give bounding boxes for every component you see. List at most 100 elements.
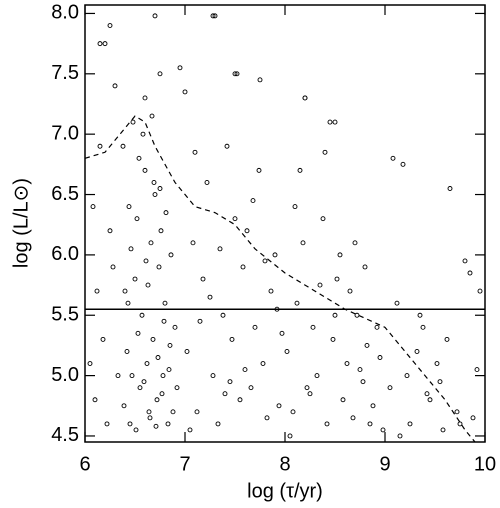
scatter-point xyxy=(187,427,193,433)
scatter-point xyxy=(112,83,118,89)
scatter-point xyxy=(232,71,238,77)
scatter-point xyxy=(350,415,356,421)
scatter-point xyxy=(387,385,393,391)
y-tick-label: 8.0 xyxy=(51,2,79,24)
scatter-point xyxy=(159,391,165,397)
scatter-point xyxy=(129,373,135,379)
scatter-point xyxy=(242,367,248,373)
scatter-point xyxy=(414,349,420,354)
scatter-point xyxy=(327,119,333,125)
scatter-point xyxy=(200,276,206,282)
scatter-point xyxy=(97,41,103,47)
y-tick-label: 5.5 xyxy=(51,304,79,326)
scatter-point xyxy=(107,228,113,234)
scatter-point xyxy=(248,385,254,391)
scatter-point xyxy=(217,246,223,252)
scatter-point xyxy=(104,421,110,427)
scatter-point xyxy=(124,349,130,354)
scatter-point xyxy=(470,415,476,421)
scatter-point xyxy=(165,421,171,427)
scatter-point xyxy=(194,409,200,415)
scatter-point xyxy=(297,167,303,173)
scatter-point xyxy=(146,409,152,415)
scatter-point xyxy=(364,342,370,348)
scatter-point xyxy=(207,294,213,300)
scatter-point xyxy=(142,95,148,101)
scatter-point xyxy=(210,13,216,19)
scatter-point xyxy=(237,397,243,403)
scatter-point xyxy=(352,240,358,246)
scatter-point xyxy=(262,258,268,264)
scatter-point xyxy=(357,367,363,373)
scatter-point xyxy=(115,373,121,379)
scatter-point xyxy=(404,373,410,379)
scatter-point xyxy=(149,113,155,119)
scatter-point xyxy=(168,252,174,258)
scatter-point xyxy=(148,240,154,246)
scatter-point xyxy=(229,336,235,342)
y-tick-label: 7.0 xyxy=(51,122,79,144)
scatter-point xyxy=(134,216,140,222)
scatter-point xyxy=(324,421,330,427)
scatter-point xyxy=(102,41,108,47)
scatter-point xyxy=(143,258,149,264)
scatter-point xyxy=(144,361,150,366)
scatter-point xyxy=(264,415,270,421)
scatter-point xyxy=(227,379,233,385)
dashed-curve xyxy=(84,115,476,443)
scatter-point xyxy=(132,276,138,282)
scatter-point xyxy=(276,403,282,409)
scatter-point xyxy=(153,423,159,429)
scatter-point xyxy=(477,288,483,294)
scatter-point xyxy=(155,355,161,360)
scatter-point xyxy=(437,379,443,385)
scatter-point xyxy=(427,397,433,403)
scatter-point xyxy=(447,186,453,191)
scatter-point xyxy=(420,324,426,330)
scatter-point xyxy=(256,167,262,173)
scatter-point xyxy=(177,65,183,71)
scatter-point xyxy=(150,336,156,342)
scatter-point xyxy=(377,355,383,360)
scatter-point xyxy=(330,336,336,342)
scatter-point xyxy=(127,421,133,427)
y-tick-label: 6.0 xyxy=(51,243,79,265)
scatter-point xyxy=(397,433,403,439)
scatter-point xyxy=(434,361,440,366)
scatter-point xyxy=(370,403,376,409)
scatter-point xyxy=(161,318,167,324)
scatter-point xyxy=(162,300,168,306)
scatter-point xyxy=(140,131,146,137)
scatter-point xyxy=(304,385,310,391)
scatter-point xyxy=(307,391,313,397)
scatter-point xyxy=(337,252,343,258)
scatter-point xyxy=(135,330,141,336)
scatter-point xyxy=(232,216,238,222)
scatter-point xyxy=(197,318,203,324)
scatter-point xyxy=(90,204,96,210)
scatter-point xyxy=(136,155,142,161)
scatter-point xyxy=(97,143,103,149)
x-tick-label: 8 xyxy=(279,453,290,475)
scatter-point xyxy=(190,240,196,246)
scatter-point xyxy=(272,252,278,258)
scatter-point xyxy=(107,23,113,28)
scatter-point xyxy=(340,397,346,403)
scatter-point xyxy=(284,349,290,354)
scatter-point xyxy=(234,71,240,77)
scatter-point xyxy=(367,421,373,427)
scatter-point xyxy=(156,264,162,270)
y-tick-label: 6.5 xyxy=(51,183,79,205)
y-tick-label: 5.0 xyxy=(51,364,79,386)
scatter-point xyxy=(182,89,188,95)
scatter-point xyxy=(220,312,226,318)
scatter-point xyxy=(292,204,298,210)
scatter-point xyxy=(121,403,127,409)
scatter-point xyxy=(100,336,106,342)
scatter-point xyxy=(141,379,147,385)
scatter-point xyxy=(122,288,128,294)
scatter-point xyxy=(147,415,153,421)
x-tick-label: 10 xyxy=(474,453,496,475)
scatter-point xyxy=(174,385,180,391)
